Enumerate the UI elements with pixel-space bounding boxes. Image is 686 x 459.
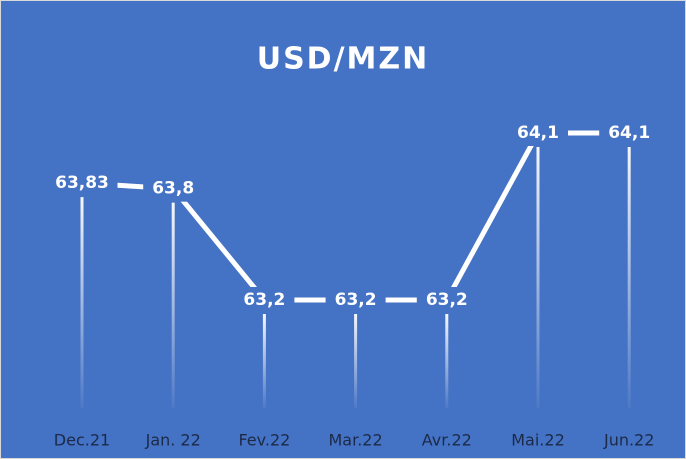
x-tick-label: Mar.22	[329, 431, 383, 450]
drop-line	[445, 314, 449, 408]
x-tick-label: Avr.22	[422, 431, 472, 450]
x-tick-label: Mai.22	[511, 431, 565, 450]
chart-title: USD/MZN	[257, 42, 430, 77]
label-background	[599, 120, 660, 146]
data-label: 64,1	[517, 123, 559, 143]
drop-line	[536, 147, 540, 408]
label-background	[325, 287, 386, 313]
x-tick-label: Dec.21	[54, 431, 110, 450]
label-background	[143, 175, 204, 202]
x-tick-label: Jun.22	[603, 431, 654, 450]
data-label: 64,1	[608, 123, 650, 143]
label-background	[234, 287, 295, 313]
data-label: 63,2	[335, 290, 377, 310]
drop-line	[171, 202, 175, 408]
x-tick-label: Jan. 22	[145, 431, 201, 450]
data-label: 63,83	[55, 173, 109, 193]
drop-line	[627, 147, 631, 408]
data-label: 63,2	[243, 290, 285, 310]
drop-line	[262, 314, 266, 408]
label-background	[508, 120, 568, 146]
label-background	[46, 170, 118, 197]
drop-line	[354, 314, 358, 408]
data-label: 63,8	[152, 179, 194, 199]
label-background	[416, 287, 477, 313]
data-label: 63,2	[426, 290, 468, 310]
x-tick-label: Fev.22	[238, 431, 290, 450]
drop-line	[80, 197, 84, 408]
